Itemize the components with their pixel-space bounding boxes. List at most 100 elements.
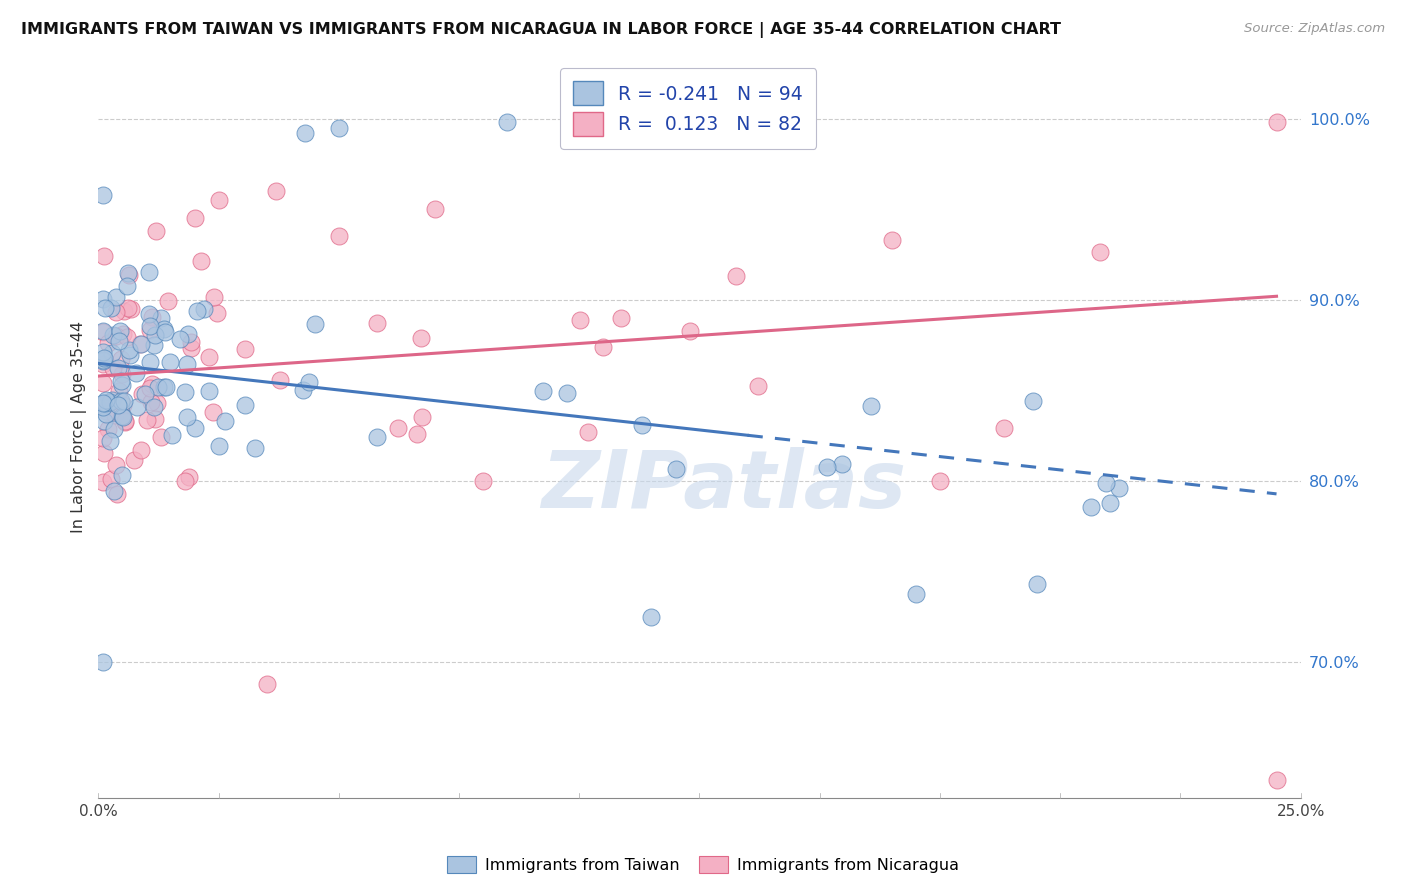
Point (139, 323, 162, 337)
Point (531, 384, 554, 398)
Point (233, 398, 256, 412)
Point (198, 384, 221, 399)
Point (294, 126, 316, 140)
Point (145, 224, 167, 238)
Point (298, 376, 321, 390)
Point (134, 387, 156, 401)
Point (665, 461, 688, 475)
Point (201, 405, 224, 419)
Point (125, 366, 148, 380)
Point (174, 384, 197, 399)
Point (94, 407, 117, 421)
Point (139, 355, 162, 369)
Point (98, 434, 121, 448)
Point (640, 610, 662, 624)
Point (91, 293, 114, 307)
Point (179, 470, 201, 484)
Point (472, 474, 495, 488)
Text: ZIPatlas: ZIPatlas (541, 447, 905, 525)
Point (143, 338, 166, 352)
Point (118, 343, 141, 358)
Point (129, 442, 152, 457)
Point (127, 401, 149, 415)
Point (186, 304, 208, 318)
Point (139, 318, 162, 333)
Point (141, 310, 163, 324)
Point (292, 384, 315, 398)
Point (143, 412, 166, 426)
Point (91, 395, 114, 409)
Point (111, 409, 134, 423)
Point (592, 340, 614, 354)
Point (387, 421, 409, 435)
Point (184, 421, 207, 435)
Point (91, 400, 114, 414)
Point (207, 193, 229, 207)
Point (139, 380, 162, 394)
Point (1265, 115, 1288, 129)
Point (120, 302, 142, 317)
Point (112, 393, 135, 408)
Point (411, 409, 433, 424)
Point (176, 357, 198, 371)
Point (169, 332, 191, 346)
Point (105, 487, 128, 501)
Point (110, 367, 132, 381)
Text: IMMIGRANTS FROM TAIWAN VS IMMIGRANTS FROM NICARAGUA IN LABOR FORCE | AGE 35-44 C: IMMIGRANTS FROM TAIWAN VS IMMIGRANTS FRO… (21, 22, 1062, 38)
Point (155, 380, 177, 394)
Point (202, 291, 225, 305)
Point (112, 304, 135, 318)
Point (724, 268, 747, 283)
Point (496, 115, 519, 129)
Point (91, 357, 114, 371)
Point (266, 184, 288, 198)
Point (1265, 773, 1288, 788)
Point (93, 249, 115, 263)
Text: Source: ZipAtlas.com: Source: ZipAtlas.com (1244, 22, 1385, 36)
Point (115, 330, 138, 344)
Point (108, 324, 131, 338)
Point (180, 335, 202, 350)
Point (190, 254, 212, 268)
Point (93, 351, 115, 365)
Point (1021, 394, 1043, 409)
Point (114, 414, 136, 428)
Point (114, 415, 136, 429)
Legend: Immigrants from Taiwan, Immigrants from Nicaragua: Immigrants from Taiwan, Immigrants from … (440, 849, 966, 880)
Point (104, 305, 127, 319)
Point (108, 384, 131, 398)
Point (993, 421, 1015, 435)
Point (366, 429, 388, 443)
Point (112, 326, 135, 341)
Point (152, 380, 174, 394)
Point (111, 378, 134, 392)
Point (198, 351, 221, 365)
Point (815, 459, 838, 474)
Point (101, 346, 124, 360)
Point (1094, 475, 1116, 490)
Point (107, 360, 129, 375)
Point (928, 474, 950, 488)
Legend: R = -0.241   N = 94, R =  0.123   N = 82: R = -0.241 N = 94, R = 0.123 N = 82 (561, 68, 817, 149)
Point (91, 324, 114, 338)
Point (145, 396, 167, 410)
Point (256, 677, 278, 691)
Point (107, 398, 129, 412)
Point (160, 427, 183, 442)
Point (1080, 500, 1102, 514)
Point (118, 268, 141, 282)
Point (1026, 577, 1049, 591)
Point (104, 409, 127, 423)
Point (105, 329, 128, 343)
Point (269, 373, 291, 387)
Point (1108, 481, 1130, 495)
Point (91, 188, 114, 202)
Point (110, 351, 132, 366)
Point (105, 458, 128, 472)
Point (105, 290, 128, 304)
Point (91, 656, 114, 670)
Point (1099, 496, 1122, 510)
Point (91, 376, 114, 391)
Point (183, 211, 205, 226)
Point (101, 361, 124, 376)
